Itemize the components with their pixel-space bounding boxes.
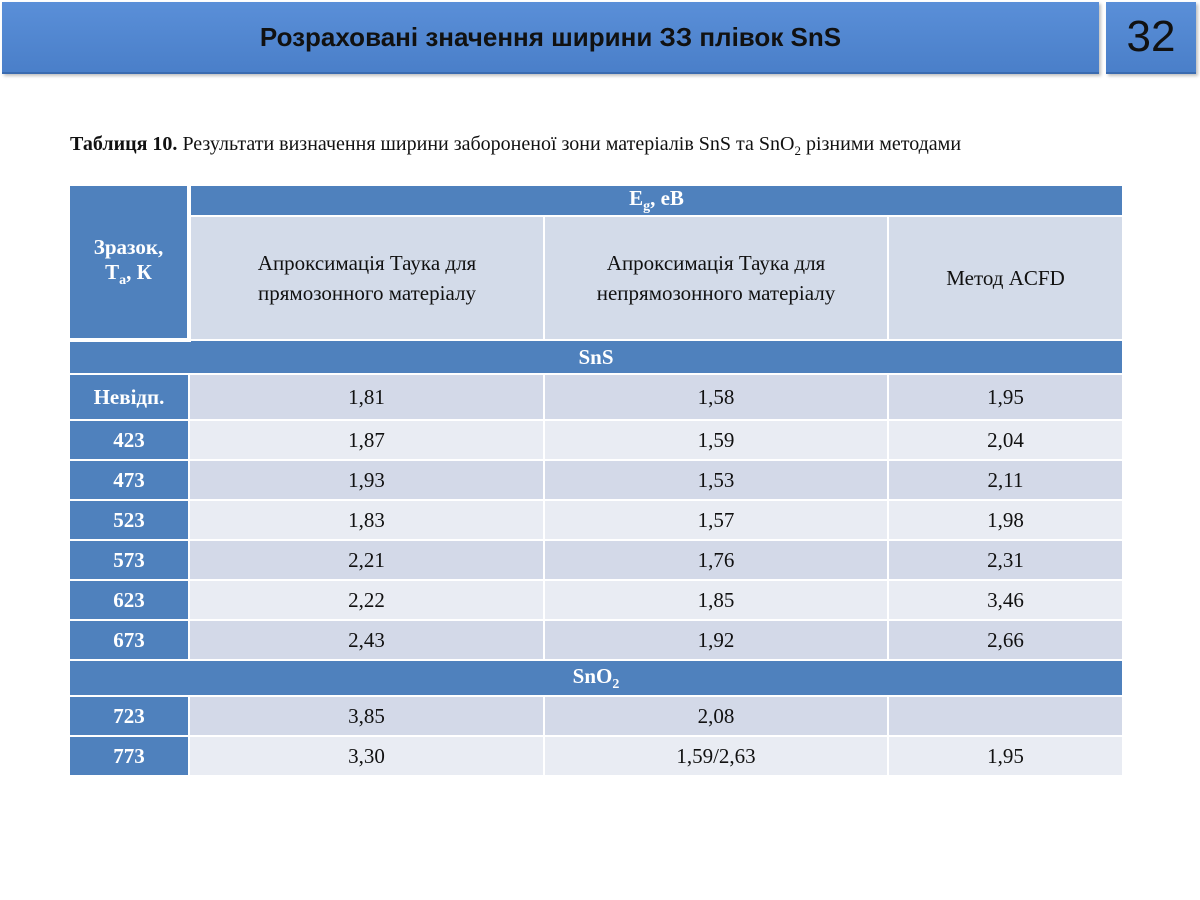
caption-subscript: 2 bbox=[794, 143, 801, 158]
table-row: 723 3,85 2,08 bbox=[68, 695, 1124, 738]
group-header-sns: SnS bbox=[68, 339, 1124, 376]
table-row: 573 2,21 1,76 2,31 bbox=[68, 539, 1124, 582]
table-cell: 1,85 bbox=[543, 579, 889, 622]
table-cell: 1,83 bbox=[188, 499, 545, 542]
table-cell: 3,30 bbox=[188, 735, 545, 778]
table-row: 773 3,30 1,59/2,63 1,95 bbox=[68, 735, 1124, 778]
column-header-indirect: Апроксимація Таука для непрямозонного мат… bbox=[543, 215, 889, 342]
table-cell: 1,57 bbox=[543, 499, 889, 542]
table-cell: 1,58 bbox=[543, 373, 889, 422]
table-row: 623 2,22 1,85 3,46 bbox=[68, 579, 1124, 622]
table-cell: 1,98 bbox=[887, 499, 1124, 542]
table-cell: 1,92 bbox=[543, 619, 889, 662]
slide-title-bar: Розраховані значення ширини ЗЗ плівок Sn… bbox=[2, 2, 1099, 74]
table-cell: 3,85 bbox=[188, 695, 545, 738]
table-cell: 1,87 bbox=[188, 419, 545, 462]
table-row: 673 2,43 1,92 2,66 bbox=[68, 619, 1124, 662]
caption-text-end: різними методами bbox=[800, 133, 962, 155]
band-gap-table: Зразок, Ta, К Eg, еВ Апроксимація Таука … bbox=[68, 183, 1124, 778]
sample-header-line2: Ta, К bbox=[105, 260, 152, 289]
table-cell: 2,31 bbox=[887, 539, 1124, 582]
table-cell bbox=[887, 695, 1124, 738]
row-label: 623 bbox=[68, 579, 190, 622]
table-row: Невідп. 1,81 1,58 1,95 bbox=[68, 373, 1124, 422]
table-row: 523 1,83 1,57 1,98 bbox=[68, 499, 1124, 542]
table-cell: 2,66 bbox=[887, 619, 1124, 662]
sample-header-line1: Зразок, bbox=[93, 235, 164, 259]
row-label: 673 bbox=[68, 619, 190, 662]
caption-label: Таблиця 10. bbox=[70, 133, 178, 155]
sno2-rows: 723 3,85 2,08 773 3,30 1,59/2,63 1,95 bbox=[68, 695, 1124, 778]
table-cell: 2,22 bbox=[188, 579, 545, 622]
table-cell: 3,46 bbox=[887, 579, 1124, 622]
column-header-acfd: Метод ACFD bbox=[887, 215, 1124, 342]
table-cell: 2,04 bbox=[887, 419, 1124, 462]
column-header-direct: Апроксимація Таука для прямозонного матер… bbox=[188, 215, 545, 342]
eg-header: Eg, еВ bbox=[188, 183, 1124, 218]
row-label: 523 bbox=[68, 499, 190, 542]
table-cell: 2,21 bbox=[188, 539, 545, 582]
table-row: 423 1,87 1,59 2,04 bbox=[68, 419, 1124, 462]
table-cell: 2,11 bbox=[887, 459, 1124, 502]
table-cell: 1,93 bbox=[188, 459, 545, 502]
table-caption: Таблиця 10. Результати визначення ширини… bbox=[70, 133, 1150, 159]
table-cell: 1,53 bbox=[543, 459, 889, 502]
table-cell: 1,81 bbox=[188, 373, 545, 422]
table-cell: 1,59 bbox=[543, 419, 889, 462]
row-label: 773 bbox=[68, 735, 190, 778]
table-row: 473 1,93 1,53 2,11 bbox=[68, 459, 1124, 502]
slide-title: Розраховані значення ширини ЗЗ плівок Sn… bbox=[259, 21, 842, 52]
group-header-sno2: SnO2 bbox=[68, 659, 1124, 698]
table-cell: 1,59/2,63 bbox=[543, 735, 889, 778]
row-label: 573 bbox=[68, 539, 190, 582]
row-label: Невідп. bbox=[68, 373, 190, 422]
row-label: 723 bbox=[68, 695, 190, 738]
row-label: 423 bbox=[68, 419, 190, 462]
row-label: 473 bbox=[68, 459, 190, 502]
sns-rows: Невідп. 1,81 1,58 1,95 423 1,87 1,59 2,04 473 1,9… bbox=[68, 373, 1124, 662]
table-cell: 2,43 bbox=[188, 619, 545, 662]
table-cell: 1,95 bbox=[887, 373, 1124, 422]
slide-page-number: 32 bbox=[1106, 2, 1196, 74]
table-cell: 1,76 bbox=[543, 539, 889, 582]
table-cell: 1,95 bbox=[887, 735, 1124, 778]
caption-text: Результати визначення ширини забороненої… bbox=[177, 133, 795, 155]
sample-header: Зразок, Ta, К bbox=[68, 183, 191, 343]
table-cell: 2,08 bbox=[543, 695, 889, 738]
